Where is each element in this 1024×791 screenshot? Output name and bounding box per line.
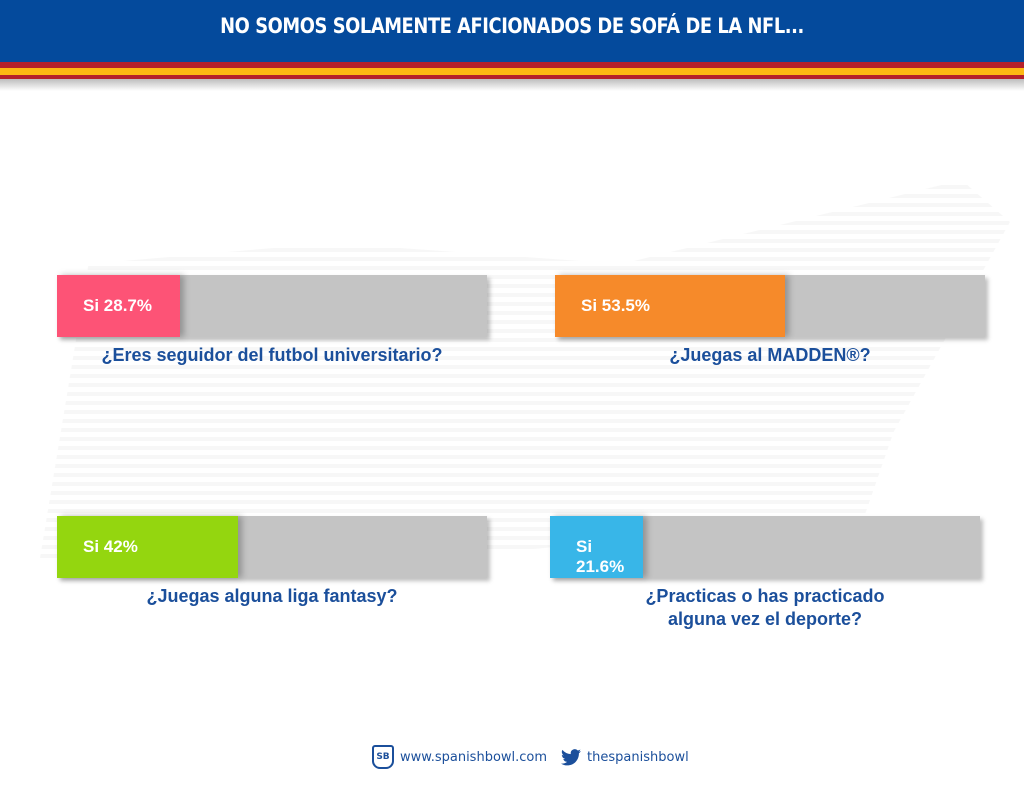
bar-track: Si 28.7% — [57, 275, 487, 337]
bar-fill: Si 21.6% — [550, 516, 643, 578]
question-label: ¿Juegas alguna liga fantasy? — [146, 586, 398, 606]
question-label: ¿Eres seguidor del futbol universitario? — [101, 345, 443, 365]
bar-value-label: Si 21.6% — [576, 537, 625, 576]
page-title: NO SOMOS SOLAMENTE AFICIONADOS DE SOFÁ D… — [220, 14, 804, 38]
footer: SB www.spanishbowl.com thespanishbowl — [372, 745, 689, 769]
bar-value-label: Si 28.7% — [83, 296, 152, 315]
website-link[interactable]: www.spanishbowl.com — [400, 749, 548, 765]
bar-track: Si 53.5% — [555, 275, 985, 337]
header-shadow — [0, 79, 1024, 91]
bar-track: Si 21.6% — [550, 516, 980, 578]
bar-fill: Si 28.7% — [57, 275, 181, 337]
stripe-yellow — [0, 68, 1024, 75]
bar-value-label: Si 53.5% — [581, 296, 650, 315]
question-label: ¿Practicas o has practicado alguna vez e… — [645, 586, 885, 629]
bar-value-label: Si 42% — [83, 537, 138, 556]
spanishbowl-logo-icon: SB — [372, 745, 394, 769]
question-label: ¿Juegas al MADDEN®? — [669, 345, 871, 365]
stripe-red — [0, 62, 1024, 68]
bar-fill: Si 42% — [57, 516, 238, 578]
stripe-red-bottom — [0, 75, 1024, 79]
bar-track: Si 42% — [57, 516, 487, 578]
logo-text: SB — [376, 752, 390, 762]
twitter-handle[interactable]: thespanishbowl — [587, 749, 689, 765]
twitter-icon — [561, 748, 582, 765]
header: NO SOMOS SOLAMENTE AFICIONADOS DE SOFÁ D… — [0, 0, 1024, 62]
bar-fill: Si 53.5% — [555, 275, 786, 337]
